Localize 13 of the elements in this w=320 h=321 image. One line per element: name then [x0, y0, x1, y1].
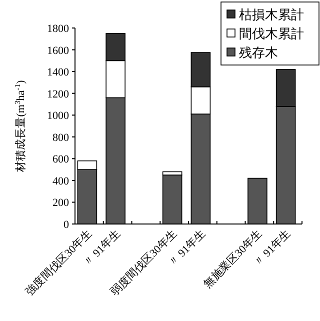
y-tick-label: 1400	[47, 66, 70, 79]
y-tick-label: 800	[52, 132, 70, 144]
y-tick-label: 1000	[47, 110, 70, 122]
y-tick-label: 600	[52, 154, 70, 166]
legend-label: 残存木	[239, 45, 278, 60]
y-tick-label: 400	[52, 175, 70, 188]
y-tick-label: 1600	[47, 44, 70, 57]
y-tick-label: 1800	[47, 23, 70, 35]
y-tick-label: 0	[64, 219, 70, 231]
legend-label: 間伐木累計	[239, 26, 304, 41]
y-tick-label: 200	[52, 197, 70, 210]
legend-label: 枯損木累計	[239, 7, 304, 22]
y-tick-label: 1200	[47, 88, 70, 100]
